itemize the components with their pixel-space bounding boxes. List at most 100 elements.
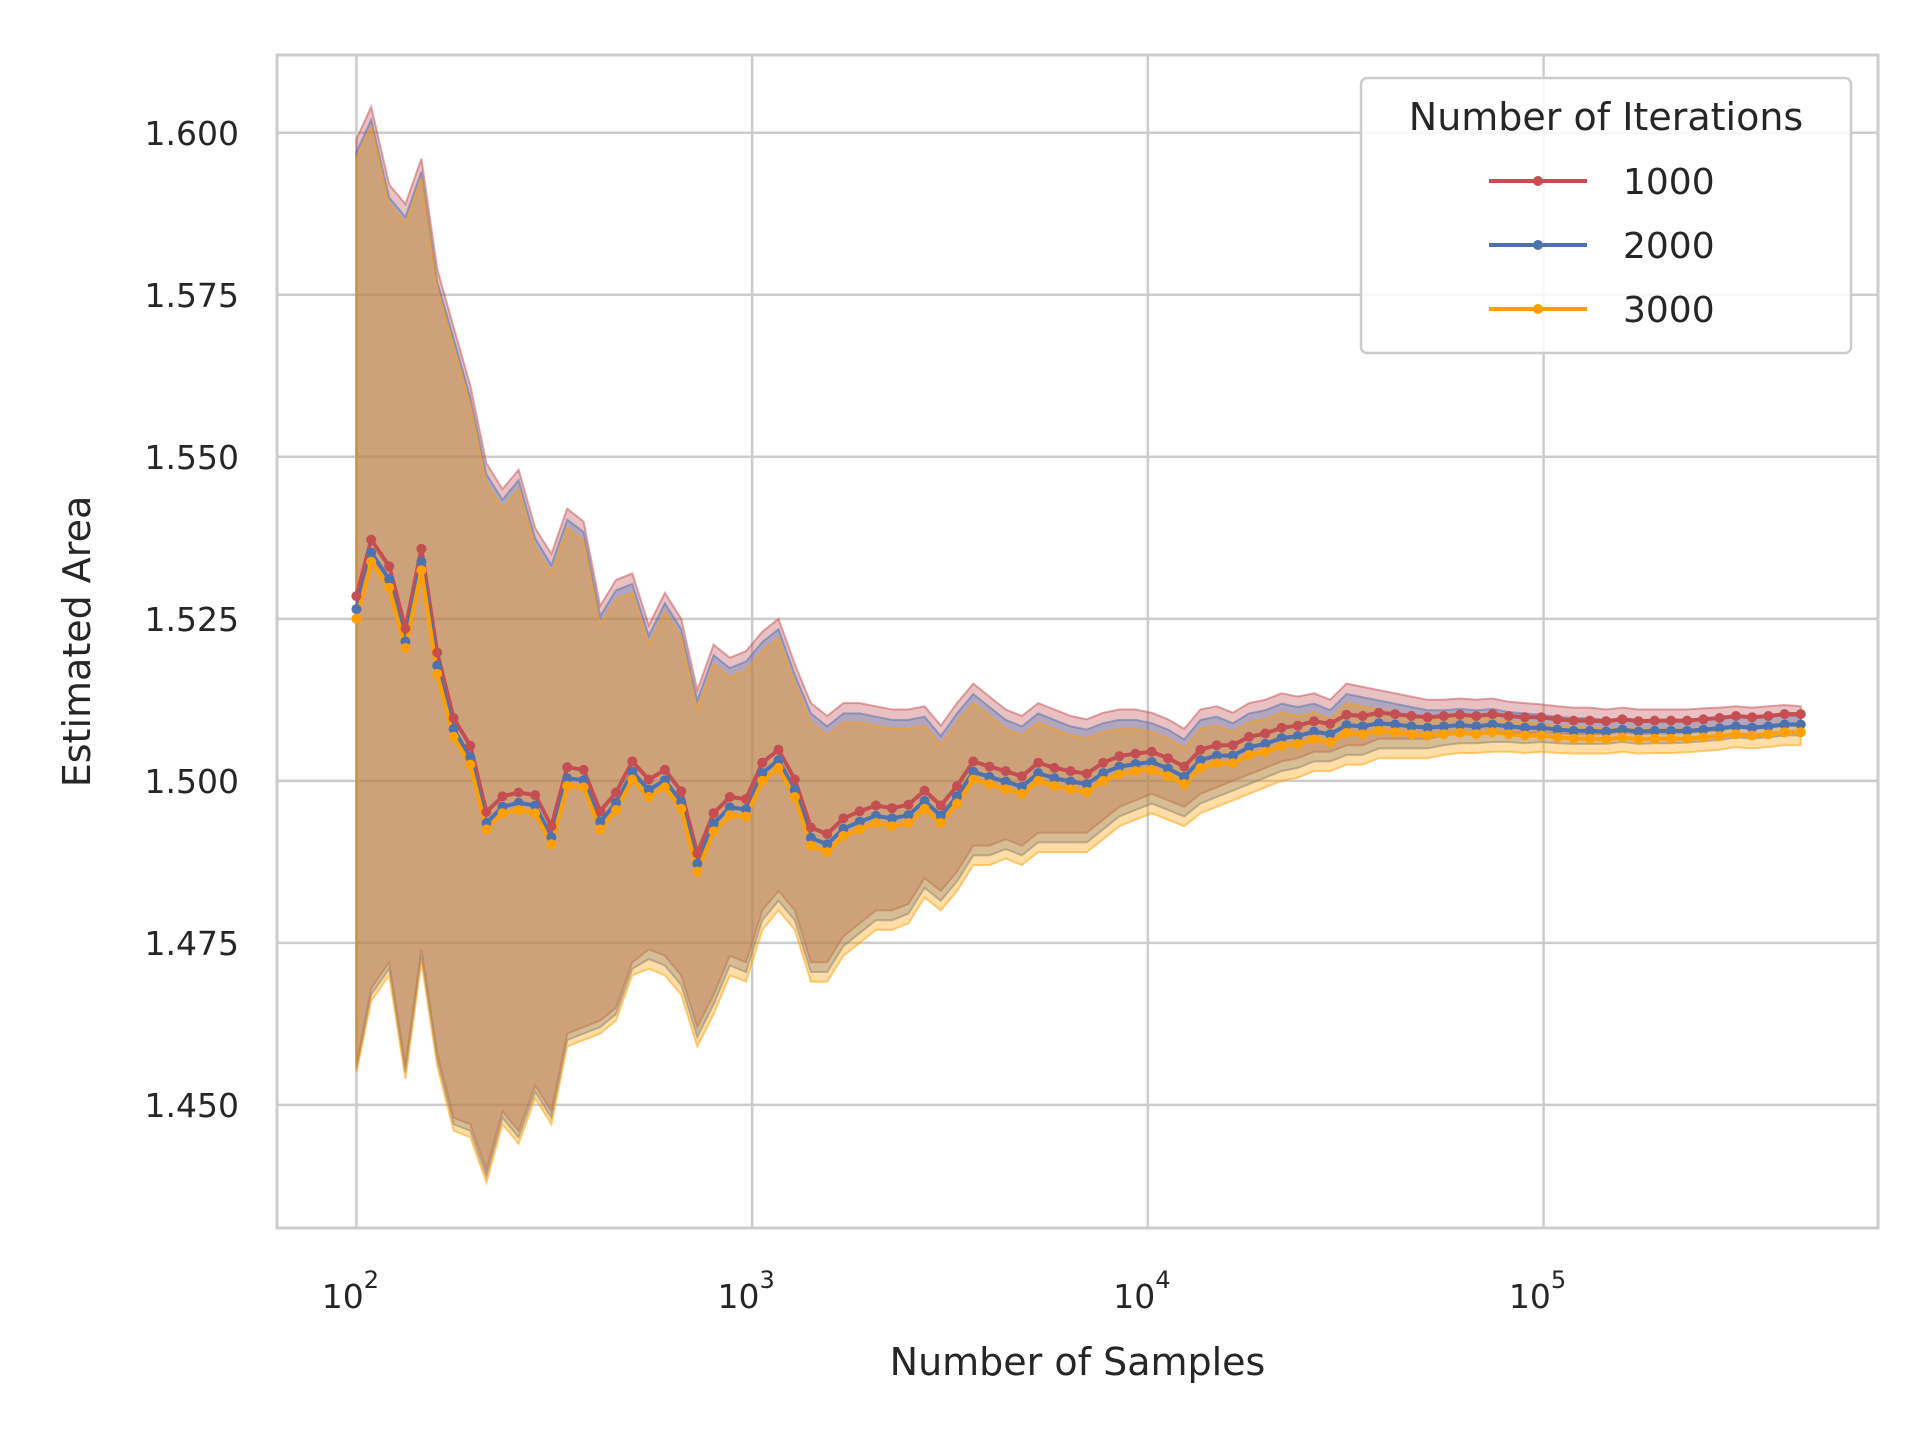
point-2000 xyxy=(757,768,768,779)
point-2000 xyxy=(1016,781,1027,792)
point-3000 xyxy=(854,824,865,835)
point-2000 xyxy=(676,796,687,807)
x-tick-base: 10 xyxy=(1113,1277,1155,1316)
point-3000 xyxy=(1455,727,1465,738)
x-tick-exponent: 3 xyxy=(759,1266,774,1294)
point-3000 xyxy=(1049,781,1060,791)
point-3000 xyxy=(1714,731,1725,742)
point-2000 xyxy=(1065,776,1076,787)
point-1000 xyxy=(1146,746,1157,757)
point-2000 xyxy=(724,802,735,813)
point-2000 xyxy=(887,813,898,824)
x-tick-exponent: 4 xyxy=(1155,1266,1170,1294)
point-2000 xyxy=(1292,731,1303,742)
point-2000 xyxy=(1536,722,1547,733)
markers-2000 xyxy=(351,547,1806,869)
x-tick-exponent: 5 xyxy=(1551,1266,1566,1294)
point-3000 xyxy=(676,803,687,814)
point-2000 xyxy=(1422,722,1433,733)
point-2000 xyxy=(854,816,865,827)
point-3000 xyxy=(1682,733,1693,744)
band-3000 xyxy=(355,123,1802,1186)
point-3000 xyxy=(984,779,995,790)
point-3000 xyxy=(1016,788,1027,799)
point-1000 xyxy=(741,794,751,804)
point-3000 xyxy=(416,565,427,576)
point-1000 xyxy=(887,803,898,814)
point-3000 xyxy=(919,803,930,814)
y-tick-labels: 1.450 1.475 1.500 1.525 1.550 1.575 1.600 xyxy=(145,114,239,1125)
markers-1000 xyxy=(351,534,1806,859)
point-2000 xyxy=(1325,729,1336,740)
y-tick-label: 1.575 xyxy=(145,276,239,315)
point-3000 xyxy=(351,613,362,624)
x-axis-label: Number of Samples xyxy=(890,1340,1266,1384)
point-1000 xyxy=(432,647,443,658)
point-1000 xyxy=(789,774,800,785)
point-3000 xyxy=(643,792,654,802)
point-3000 xyxy=(1373,725,1384,736)
point-2000 xyxy=(1260,738,1271,749)
point-1000 xyxy=(757,757,768,768)
point-3000 xyxy=(1747,730,1758,741)
point-3000 xyxy=(757,775,768,786)
point-3000 xyxy=(887,821,898,832)
legend-item-1000: 1000 xyxy=(1489,162,1715,203)
point-1000 xyxy=(384,561,395,572)
point-2000 xyxy=(1455,720,1465,731)
point-2000 xyxy=(1390,719,1401,730)
point-2000 xyxy=(578,775,589,786)
point-2000 xyxy=(1146,757,1157,767)
point-3000 xyxy=(578,782,589,793)
point-3000 xyxy=(1276,740,1287,751)
point-2000 xyxy=(1049,773,1060,784)
point-3000 xyxy=(1341,727,1352,738)
point-1000 xyxy=(416,543,427,554)
point-3000 xyxy=(708,826,719,837)
point-2000 xyxy=(416,556,427,567)
point-1000 xyxy=(513,787,524,798)
point-1000 xyxy=(1536,712,1547,723)
point-2000 xyxy=(1779,719,1790,730)
legend-box xyxy=(1359,76,1853,355)
point-1000 xyxy=(1179,761,1190,772)
point-2000 xyxy=(448,724,459,734)
y-tick-label: 1.600 xyxy=(145,114,239,153)
point-3000 xyxy=(481,824,492,835)
point-1000 xyxy=(1114,751,1125,762)
point-2000 xyxy=(432,660,443,671)
point-1000 xyxy=(1666,715,1676,726)
point-1000 xyxy=(1357,711,1368,721)
point-2000 xyxy=(1438,721,1449,732)
point-3000 xyxy=(1309,734,1319,745)
x-tick-label: 103 xyxy=(717,1266,774,1316)
point-1000 xyxy=(366,534,377,545)
point-1000 xyxy=(1016,771,1027,782)
point-3000 xyxy=(1666,733,1676,744)
x-tick-base: 10 xyxy=(322,1277,364,1316)
point-3000 xyxy=(1114,769,1125,780)
legend-label: 3000 xyxy=(1623,290,1715,331)
point-1000 xyxy=(400,623,411,634)
point-2000 xyxy=(919,795,930,806)
point-1000 xyxy=(724,792,735,802)
point-1000 xyxy=(968,756,979,767)
legend-title: Number of Iterations xyxy=(1409,95,1803,139)
point-1000 xyxy=(1552,714,1563,725)
point-2000 xyxy=(1747,722,1758,733)
point-1000 xyxy=(935,800,946,811)
y-tick-label: 1.475 xyxy=(145,924,239,963)
point-1000 xyxy=(546,821,557,832)
point-3000 xyxy=(1795,727,1806,738)
point-3000 xyxy=(1779,727,1790,738)
point-1000 xyxy=(1130,748,1141,759)
point-2000 xyxy=(1584,725,1595,736)
point-3000 xyxy=(1438,729,1449,740)
point-2000 xyxy=(789,784,800,795)
point-1000 xyxy=(1260,728,1271,739)
point-1000 xyxy=(1000,766,1011,777)
legend-items: 1000 2000 3000 xyxy=(1489,162,1715,331)
point-2000 xyxy=(1130,759,1141,769)
legend-label: 1000 xyxy=(1623,162,1715,203)
point-2000 xyxy=(1341,720,1352,731)
